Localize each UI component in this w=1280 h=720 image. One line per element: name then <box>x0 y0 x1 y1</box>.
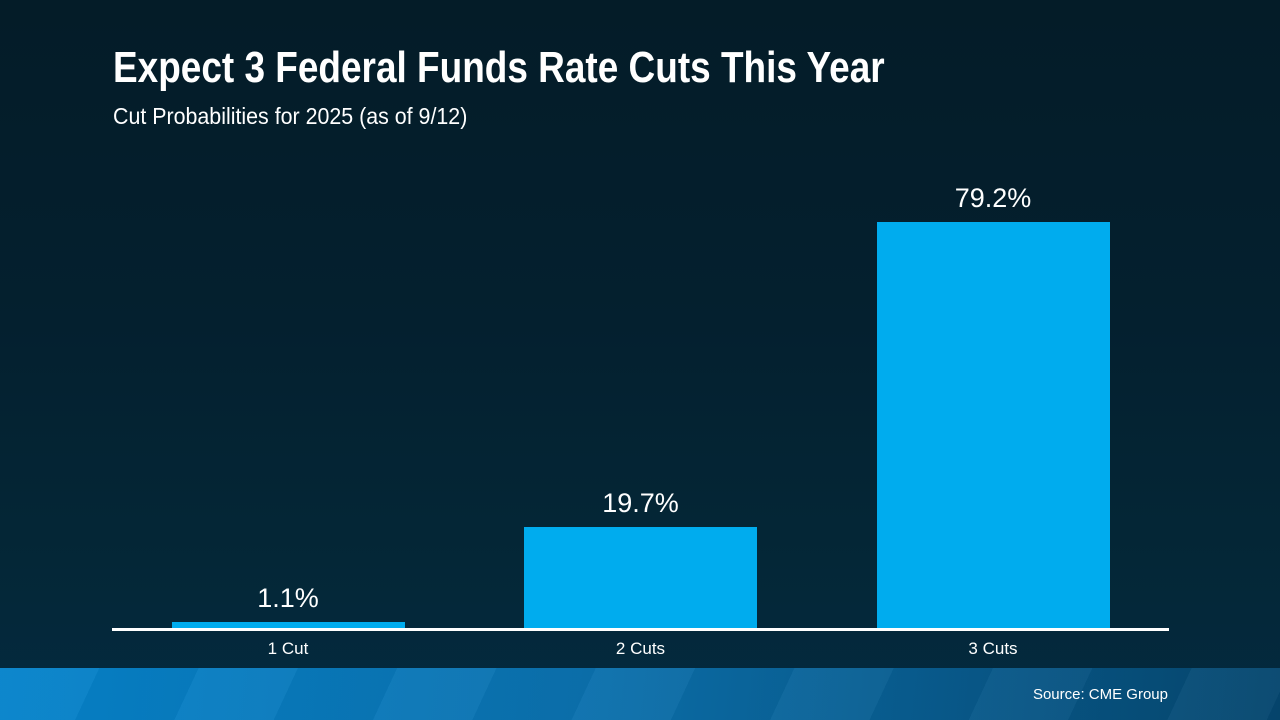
bar-value-label: 19.7% <box>602 487 679 518</box>
source-credit: Source: CME Group <box>1032 685 1168 703</box>
bar-group: 79.2% <box>817 183 1169 628</box>
slide-title: Expect 3 Federal Funds Rate Cuts This Ye… <box>113 43 885 92</box>
bar <box>524 527 757 628</box>
category-label: 3 Cuts <box>968 639 1018 658</box>
category-label: 1 Cut <box>267 639 309 658</box>
bar-group: 1.1% <box>112 583 464 628</box>
category-label: 2 Cuts <box>615 639 666 658</box>
footer-band: Source: CME Group <box>0 668 1280 720</box>
bar <box>171 622 405 628</box>
bar <box>876 222 1110 628</box>
slide-subtitle: Cut Probabilities for 2025 (as of 9/12) <box>113 103 468 129</box>
bar-group: 19.7% <box>465 488 817 628</box>
bar-chart-plot-area: 1.1% 19.7% 79.2% <box>112 160 1169 628</box>
x-axis-line <box>112 628 1169 631</box>
x-axis-labels: 1 Cut 2 Cuts 3 Cuts <box>112 639 1169 659</box>
bar-value-label: 79.2% <box>954 182 1032 213</box>
bar-value-label: 1.1% <box>257 582 319 613</box>
